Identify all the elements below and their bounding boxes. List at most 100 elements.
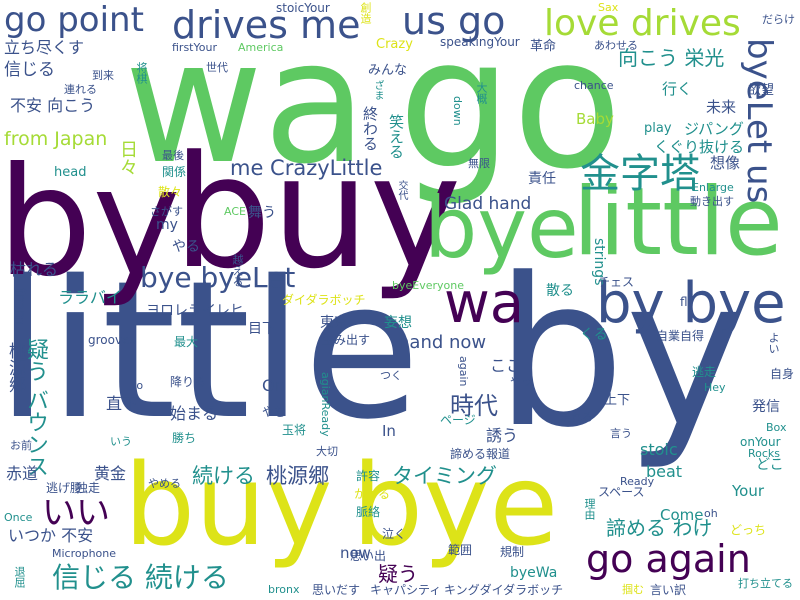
word-hibi: 日々	[117, 140, 138, 176]
word-wa: wa	[124, 4, 368, 202]
word-iiwake: 言い訳	[650, 583, 687, 597]
word-bye-byelet: bye byeLet	[140, 261, 296, 294]
word-chess: チェス	[598, 275, 635, 289]
word-dokusou: 独走	[76, 481, 101, 495]
word-chance: chance	[574, 79, 614, 92]
word-hey: Hey	[704, 381, 726, 394]
word-daidara: ダイダラボッチ	[282, 293, 366, 307]
word-tsureru: 連れる	[64, 83, 97, 96]
word-mukou-eikou: 向こう 栄光	[618, 46, 725, 70]
word-zama: ざま	[372, 80, 383, 100]
word-tousou: 逃走	[692, 365, 717, 379]
word-omae: お前	[10, 439, 32, 452]
word-agianready: agianReady	[319, 372, 332, 437]
word-kyoyou: 許容	[356, 469, 381, 483]
word-lullaby: ララバイ	[58, 288, 122, 307]
word-uchitateru: 打ち立てる	[738, 577, 793, 590]
word-saidai: 最大	[174, 335, 199, 349]
word-mousou: 妄想	[384, 315, 412, 331]
word-sekidou: 赤道	[6, 464, 39, 483]
word-on: On	[262, 376, 285, 395]
word-kareru: 枯れる	[10, 260, 59, 279]
word-shinjiru-tsuzukeru: 信じる 続ける	[52, 561, 229, 594]
word-love-drives: love drives	[544, 3, 741, 44]
word-little-green: little	[573, 168, 783, 277]
word-sax: Sax	[598, 1, 619, 14]
word-capacity: キャパシティ	[370, 583, 442, 597]
word-kankei: 関係	[162, 165, 187, 179]
word-chokka: 直下	[106, 394, 139, 413]
word-tsuzukeru: 続ける	[192, 464, 255, 488]
word-hashireru: 走れる	[560, 411, 593, 424]
word-ace: ACE	[224, 205, 246, 218]
word-jigoujitoku: 自業自得	[656, 329, 705, 343]
word-minna: みんな	[368, 63, 408, 78]
word-again: again	[457, 356, 470, 387]
word-baby: Baby	[576, 110, 614, 128]
word-akirameru-wake: 諦める わけ	[606, 516, 713, 540]
word-hani: 範囲	[448, 543, 473, 557]
word-doko: どこ	[756, 457, 784, 473]
word-beat: beat	[646, 462, 683, 481]
word-ougon: 黄金	[94, 464, 127, 483]
word-darake: だらけ	[762, 13, 795, 26]
word-yorolei: ヨロレライレヒ	[146, 303, 244, 319]
word-bronx: bronx	[268, 583, 300, 596]
word-awaseru: あわせる	[594, 39, 638, 52]
word-buy-yellow: buy	[124, 441, 333, 571]
word-jishin: 自身	[770, 367, 795, 381]
word-bye-yellow: bye	[352, 441, 559, 571]
word-owaru: 終わる	[361, 106, 379, 151]
word-utagau: 疑う	[378, 562, 418, 586]
word-america: America	[238, 41, 284, 54]
word-firstyour: firstYour	[172, 41, 217, 54]
word-koutai: 交代	[396, 180, 407, 200]
word-iu-small: 言う	[610, 427, 632, 440]
word-come: Come	[660, 506, 704, 524]
word-yokubou: 欲望	[748, 83, 775, 98]
word-kisei: 規制	[500, 545, 525, 559]
word-now: now	[340, 544, 371, 562]
word-byewa: byeWa	[510, 565, 558, 581]
word-my: my	[156, 217, 178, 233]
word-bye-green: bye	[424, 179, 579, 277]
word-grooves: grooves	[88, 333, 136, 347]
word-microphone: Microphone	[52, 547, 117, 560]
word-souzou-2: 創造	[359, 2, 372, 24]
word-strings: strings	[591, 238, 607, 286]
word-sanzan: 散々	[158, 185, 183, 199]
word-taigai: 大概	[475, 82, 488, 104]
word-shougi: 将棋	[135, 62, 148, 84]
word-hajimaru: 始まる	[170, 404, 219, 423]
word-mugen: 無限	[468, 157, 490, 170]
word-space: スペース	[598, 485, 645, 499]
word-play: play	[644, 121, 672, 136]
word-timing: タイミング	[392, 464, 497, 488]
word-head: head	[54, 165, 87, 180]
word-kuru: くる	[580, 327, 608, 343]
word-byeeveryone: byeEveryone	[392, 279, 464, 292]
word-go-again: go again	[586, 537, 751, 581]
word-fly: fly	[680, 295, 695, 309]
word-sedai: 世代	[206, 61, 228, 74]
word-go-point: go point	[4, 0, 144, 40]
word-hasshin: 発信	[752, 399, 780, 415]
word-iku: 行く	[662, 80, 693, 98]
word-taikutsu: 退屈	[13, 566, 26, 588]
word-akirameru-houdou: 諦める報道	[450, 447, 511, 461]
word-yamu: やむ	[262, 405, 287, 419]
word-koko: ここ	[490, 356, 523, 375]
word-sagasu: さがす	[150, 205, 183, 218]
word-myakuraku: 脈絡	[356, 505, 381, 519]
word-go: go	[398, 0, 623, 209]
word-tachitsukusu: 立ち尽くす	[4, 38, 85, 57]
word-utagau-bounce: 疑う バウンス	[23, 338, 48, 477]
word-gyokushou: 玉将	[282, 423, 307, 437]
word-rocks: Rocks	[748, 447, 781, 460]
word-by-giant: by	[495, 235, 747, 473]
word-chiru: 散る	[546, 283, 574, 299]
word-yoi: よい	[767, 332, 780, 354]
word-jidai: 時代	[450, 392, 498, 420]
word-nigegoshi: 逃げ腰	[46, 481, 83, 495]
